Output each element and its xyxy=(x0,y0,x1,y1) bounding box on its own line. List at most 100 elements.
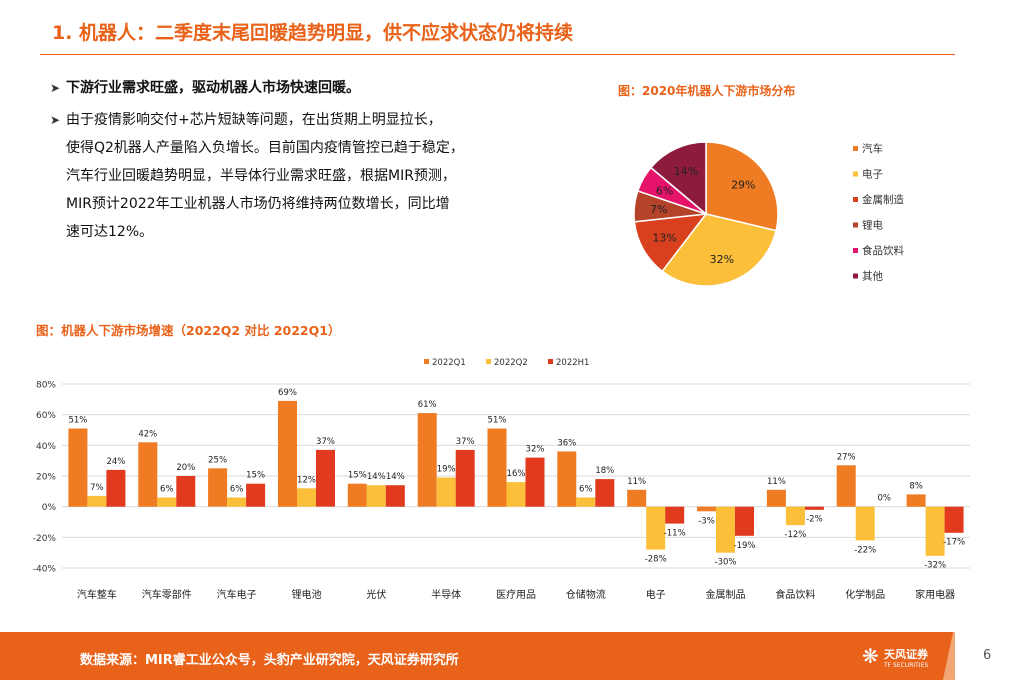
bar-value-label: 27% xyxy=(837,452,856,462)
legend-label: 电子 xyxy=(862,168,883,181)
title-divider xyxy=(40,54,955,55)
bar xyxy=(417,413,437,507)
bar xyxy=(506,482,526,507)
bar xyxy=(208,468,228,507)
bullet-1-text: 下游行业需求旺盛，驱动机器人市场快速回暖。 xyxy=(66,80,360,96)
x-tick-label: 光伏 xyxy=(366,588,386,601)
bar-value-label: -30% xyxy=(715,558,737,568)
page-number-box xyxy=(955,632,1020,680)
bar xyxy=(366,485,386,507)
legend-label: 2022Q1 xyxy=(432,358,466,368)
bar-value-label: 14% xyxy=(367,472,386,482)
bar xyxy=(68,428,88,507)
legend-swatch xyxy=(853,248,858,253)
bar xyxy=(138,442,158,507)
bar-value-label: -12% xyxy=(784,530,806,540)
bar xyxy=(697,506,716,512)
bullet-2-line: MIR预计2022年工业机器人市场仍将维持两位数增长，同比增 xyxy=(66,196,450,212)
bar-value-label: 37% xyxy=(316,437,335,447)
bar-value-label: 51% xyxy=(488,416,507,426)
bar-value-label: 37% xyxy=(456,437,475,447)
bar xyxy=(455,449,475,507)
bar xyxy=(595,479,615,507)
bar xyxy=(436,477,456,507)
x-tick-label: 半导体 xyxy=(431,588,461,601)
bar-value-label: 15% xyxy=(246,471,265,481)
legend-label: 2022H1 xyxy=(556,358,589,368)
x-tick-label: 金属制品 xyxy=(706,588,746,601)
bar-value-label: 18% xyxy=(595,466,614,476)
bar xyxy=(227,497,247,507)
bar-value-label: -17% xyxy=(943,538,965,548)
bar-value-label: 7% xyxy=(90,483,104,493)
bar xyxy=(925,506,945,556)
bar xyxy=(487,428,507,507)
bar-value-label: -3% xyxy=(698,516,715,526)
bar xyxy=(525,457,545,507)
bar xyxy=(836,465,856,507)
bar xyxy=(735,506,754,536)
bar-value-label: 6% xyxy=(160,485,174,495)
pie-value-label: 6% xyxy=(656,185,673,198)
legend-swatch xyxy=(853,197,858,202)
bullet-2-line: 汽车行业回暖趋势明显，半导体行业需求旺盛，根据MIR预测， xyxy=(66,168,456,184)
bar-value-label: 42% xyxy=(138,429,157,439)
y-tick-label: 60% xyxy=(36,411,56,421)
pie-value-label: 29% xyxy=(731,179,755,192)
logo-name: 天风证券 xyxy=(884,648,928,661)
bar-value-label: 20% xyxy=(176,463,195,473)
x-tick-label: 仓储物流 xyxy=(566,588,606,601)
bar xyxy=(944,506,964,533)
bar xyxy=(906,494,926,507)
bar xyxy=(766,489,786,507)
bar-value-label: 25% xyxy=(208,455,227,465)
bar xyxy=(297,488,316,507)
bar-value-label: -11% xyxy=(664,529,686,539)
bar-value-label: 69% xyxy=(278,388,297,398)
x-tick-label: 家用电器 xyxy=(915,588,955,601)
legend-swatch xyxy=(424,359,429,364)
logo-subtitle: TF SECURITIES xyxy=(884,662,929,669)
logo-icon: ❋ xyxy=(862,644,879,668)
bar xyxy=(246,483,266,507)
bar-value-label: 32% xyxy=(526,445,545,455)
x-tick-label: 食品饮料 xyxy=(775,588,815,601)
pie-slice-5 xyxy=(649,141,707,216)
y-tick-label: -20% xyxy=(33,534,57,544)
bar-value-label: 51% xyxy=(68,416,87,426)
bar-value-label: 0% xyxy=(877,494,891,504)
pie-slice-2 xyxy=(633,213,708,273)
bar-chart-title: 图：机器人下游市场增速（2022Q2 对比 2022Q1） xyxy=(36,323,341,338)
pie-value-label: 7% xyxy=(650,203,667,216)
arrow-bullet-icon: ➤ xyxy=(50,113,61,127)
bar-value-label: -22% xyxy=(854,545,876,555)
bar-value-label: 12% xyxy=(297,475,316,485)
bar xyxy=(385,485,405,507)
x-tick-label: 锂电池 xyxy=(292,588,322,601)
bullet-2-line: 速可达12%。 xyxy=(66,224,154,240)
bar-value-label: 16% xyxy=(507,469,526,479)
y-tick-label: 20% xyxy=(36,473,56,483)
y-tick-label: -40% xyxy=(33,565,57,575)
bar xyxy=(347,483,367,507)
bar xyxy=(576,497,596,507)
arrow-bullet-icon: ➤ xyxy=(50,81,61,95)
pie-slice-0 xyxy=(705,141,779,232)
bar xyxy=(316,449,335,507)
legend-label: 食品饮料 xyxy=(862,244,904,257)
bar-value-label: 8% xyxy=(909,481,923,491)
legend-label: 金属制造 xyxy=(862,193,904,206)
bar xyxy=(157,497,177,507)
bar-value-label: -2% xyxy=(806,515,823,525)
y-tick-label: 0% xyxy=(42,503,57,513)
bar-value-label: 19% xyxy=(437,465,456,475)
legend-swatch xyxy=(853,171,858,177)
bar xyxy=(278,400,297,507)
bar xyxy=(716,506,735,553)
bar-value-label: 11% xyxy=(767,477,786,487)
legend-label: 锂电 xyxy=(862,219,883,232)
legend-swatch xyxy=(853,273,858,279)
x-tick-label: 电子 xyxy=(646,588,666,601)
bar-value-label: 6% xyxy=(579,485,593,495)
